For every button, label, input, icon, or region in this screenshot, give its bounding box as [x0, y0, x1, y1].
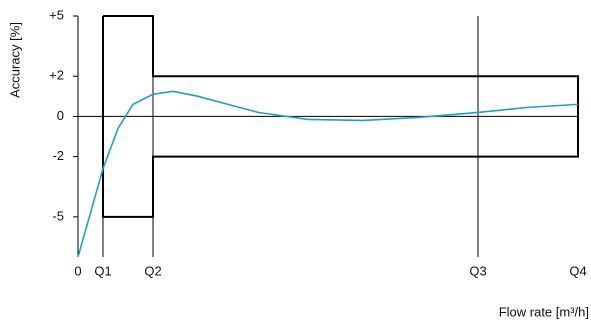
accuracy-curve — [77, 90, 579, 258]
x-tick-label: Q3 — [469, 263, 486, 278]
tolerance-envelope — [102, 15, 579, 218]
x-tick-label: 0 — [74, 263, 81, 278]
x-tick-label: Q1 — [94, 263, 111, 278]
x-tick-label: Q4 — [569, 263, 586, 278]
y-axis-label: Accuracy [%] — [7, 22, 22, 98]
y-tick-label: 0 — [57, 108, 64, 123]
x-tick-label: Q2 — [144, 263, 161, 278]
y-tick-label: -5 — [52, 208, 64, 223]
x-axis-label: Flow rate [m³/h] — [499, 304, 589, 319]
y-tick-label: +5 — [49, 7, 64, 22]
y-tick-label: +2 — [49, 68, 64, 83]
y-tick-label: -2 — [52, 148, 64, 163]
